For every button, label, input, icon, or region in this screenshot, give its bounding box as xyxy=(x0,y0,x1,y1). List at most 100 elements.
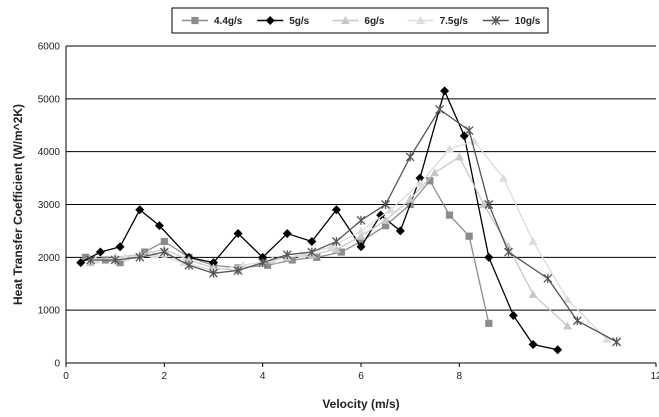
data-point xyxy=(553,345,563,355)
data-point xyxy=(356,226,366,235)
data-point xyxy=(95,247,105,257)
data-point xyxy=(233,229,243,239)
data-point xyxy=(381,215,391,224)
y-tick-label: 6000 xyxy=(38,42,61,53)
data-point xyxy=(327,242,336,251)
x-tick-label: 4 xyxy=(260,371,266,382)
data-point xyxy=(543,273,553,283)
data-point xyxy=(395,226,405,236)
data-point xyxy=(82,253,90,261)
data-point xyxy=(430,168,440,177)
x-tick-labels: 0 2 4 6 8 12 xyxy=(63,371,659,382)
data-point xyxy=(528,289,538,298)
legend-label: 4.4g/s xyxy=(214,16,243,27)
legend-marker xyxy=(191,16,199,25)
series-layer xyxy=(76,86,622,355)
data-point xyxy=(209,268,218,278)
data-point xyxy=(479,200,489,208)
data-point xyxy=(376,210,386,220)
data-point xyxy=(76,258,86,268)
data-point xyxy=(258,258,268,268)
data-point xyxy=(499,173,509,182)
legend-marker xyxy=(416,16,426,24)
legend-label: 6g/s xyxy=(364,16,384,27)
legend-label: 5g/s xyxy=(289,16,309,27)
data-point xyxy=(160,237,168,246)
data-point xyxy=(528,340,538,350)
data-point xyxy=(135,252,145,262)
data-point xyxy=(504,247,513,257)
x-tick-label: 8 xyxy=(457,371,463,382)
data-point xyxy=(381,200,391,209)
legend: 4.4g/s 5g/s 6g/s 7.5g/s 10g/s xyxy=(171,7,549,34)
data-point xyxy=(356,215,366,225)
data-point xyxy=(209,258,218,268)
legend-marker xyxy=(491,16,501,25)
axes xyxy=(65,46,657,367)
data-point xyxy=(282,250,292,260)
data-point xyxy=(445,144,454,153)
legend-item: 6g/s xyxy=(332,16,385,27)
data-point xyxy=(307,247,317,257)
data-point xyxy=(86,255,96,265)
y-axis-title: Heat Transfer Coefficient (W/m^2K) xyxy=(11,104,25,305)
legend-item: 10g/s xyxy=(482,16,541,27)
y-tick-label: 5000 xyxy=(38,94,61,105)
data-point xyxy=(528,236,538,245)
data-point xyxy=(263,261,272,269)
data-point xyxy=(331,205,341,215)
series-line xyxy=(95,140,608,340)
data-point xyxy=(484,200,494,209)
legend-marker xyxy=(340,16,350,24)
series-line xyxy=(90,156,568,327)
data-point xyxy=(440,86,450,96)
data-point xyxy=(454,152,464,161)
data-point xyxy=(381,222,390,230)
data-point xyxy=(116,259,124,267)
data-point xyxy=(405,152,415,162)
data-point xyxy=(135,205,145,215)
data-point xyxy=(154,221,164,231)
data-point xyxy=(331,244,341,253)
y-tick-label: 3000 xyxy=(38,200,61,211)
data-point xyxy=(288,256,296,264)
y-tick-label: 2000 xyxy=(38,253,61,264)
data-point xyxy=(445,211,454,219)
x-tick-label: 0 xyxy=(63,371,69,382)
data-point xyxy=(465,232,473,240)
data-point xyxy=(238,260,248,269)
data-point xyxy=(405,194,415,203)
data-point xyxy=(233,266,243,276)
data-point xyxy=(356,231,366,240)
data-point xyxy=(386,205,395,214)
data-point xyxy=(356,242,366,252)
data-point xyxy=(184,255,194,264)
data-point xyxy=(297,250,307,259)
data-point xyxy=(159,247,169,257)
series-line xyxy=(80,88,558,351)
legend-item: 5g/s xyxy=(257,16,310,27)
data-point xyxy=(602,334,612,343)
x-axis-title: Velocity (m/s) xyxy=(322,397,399,411)
y-tick-label: 4000 xyxy=(38,147,61,158)
series-5g-s xyxy=(76,86,563,355)
y-tick-labels: 0 1000 2000 3000 4000 5000 6000 xyxy=(38,42,61,370)
data-point xyxy=(110,255,120,265)
legend-item: 7.5g/s xyxy=(407,16,469,27)
data-point xyxy=(307,236,317,246)
legend-marker xyxy=(265,16,275,25)
data-point xyxy=(115,242,125,252)
data-point xyxy=(572,316,582,326)
y-tick-label: 1000 xyxy=(38,306,61,317)
data-point xyxy=(484,252,494,262)
legend-label: 7.5g/s xyxy=(440,16,469,27)
data-point xyxy=(426,177,434,185)
data-point xyxy=(508,310,518,320)
data-point xyxy=(415,178,425,187)
series-10g-s xyxy=(86,104,622,347)
x-tick-label: 12 xyxy=(650,371,659,382)
y-tick-label: 0 xyxy=(54,359,60,370)
data-point xyxy=(184,260,194,270)
legend-label: 10g/s xyxy=(515,16,541,27)
